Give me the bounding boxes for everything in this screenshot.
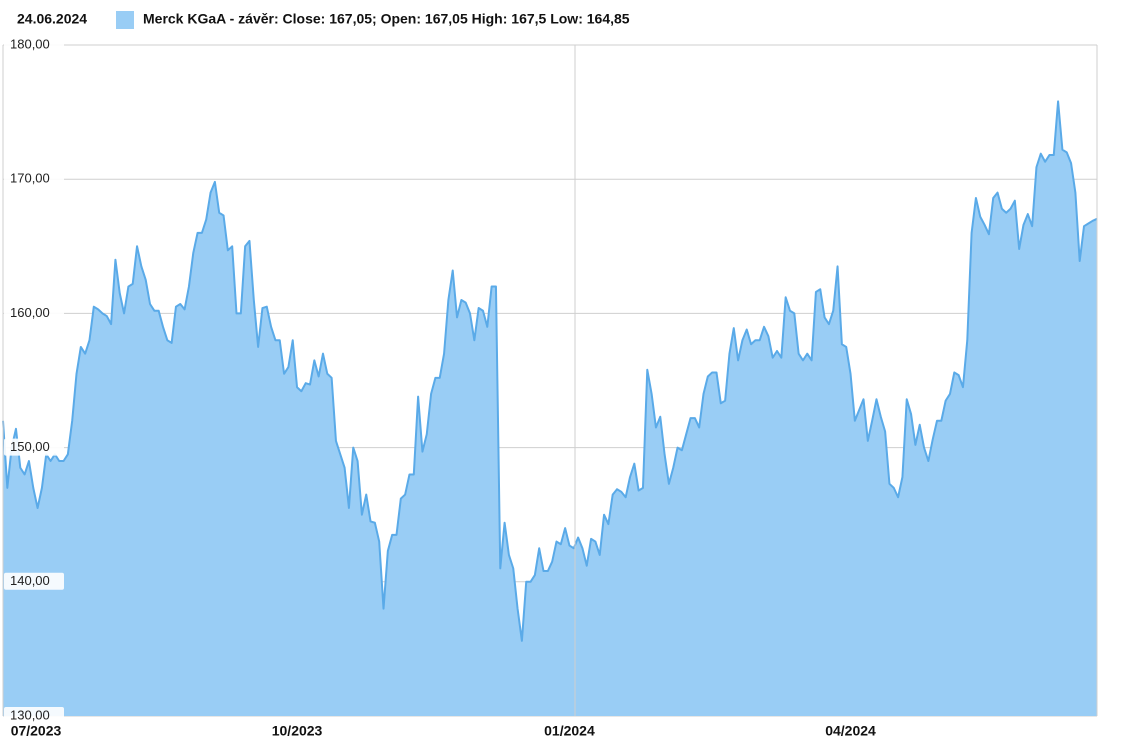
- legend-swatch: [116, 11, 134, 29]
- y-tick-label: 160,00: [10, 305, 50, 320]
- y-tick-box: [4, 304, 64, 322]
- x-tick-label: 01/2024: [544, 723, 595, 739]
- labels: 130,00 140,00 150,00 160,00 170,00 180,00 07/2…: [4, 36, 876, 739]
- x-tick-label: 10/2023: [272, 723, 323, 739]
- x-tick-label: 07/2023: [11, 723, 62, 739]
- y-tick-label: 140,00: [10, 573, 50, 588]
- y-tick-box: [4, 707, 64, 724]
- y-tick-box: [4, 36, 64, 53]
- y-tick-box: [4, 572, 64, 590]
- legend-label: Merck KGaA - závěr: Close: 167,05; Open:…: [143, 11, 630, 27]
- y-tick-box: [4, 438, 64, 456]
- x-tick-label: 04/2024: [825, 723, 876, 739]
- plot: [2, 100, 1098, 717]
- y-tick-label: 130,00: [10, 707, 50, 722]
- y-tick-box: [4, 170, 64, 188]
- y-tick-label: 150,00: [10, 439, 50, 454]
- line: [2, 100, 1098, 642]
- y-tick-label: 170,00: [10, 171, 50, 186]
- y-tick-label: 180,00: [10, 36, 50, 51]
- date: 24.06.2024: [17, 11, 87, 27]
- area: [3, 101, 1097, 717]
